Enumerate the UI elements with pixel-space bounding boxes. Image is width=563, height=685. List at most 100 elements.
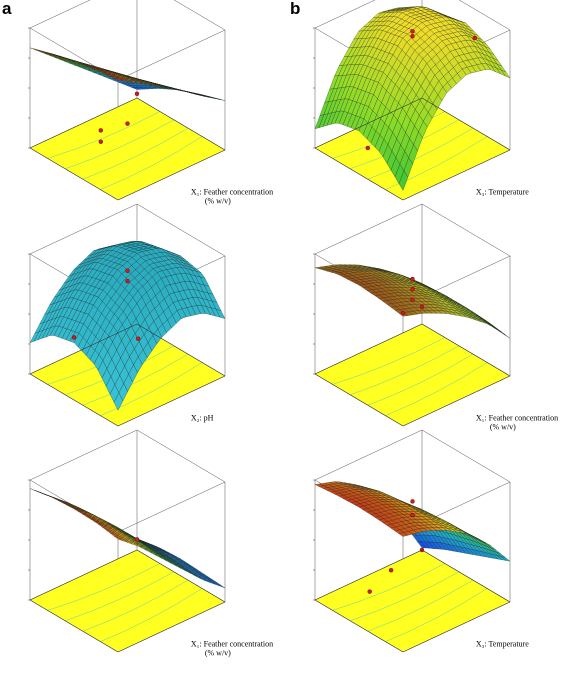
floor-edge [314,373,404,427]
design-point [125,268,130,273]
box-edge [421,203,511,257]
box-edge [458,0,511,31]
box-edge [29,203,138,255]
box-edge [136,429,226,483]
design-point [365,145,371,151]
design-point [125,121,130,126]
floor-edge [402,375,511,427]
box-edge [314,203,423,255]
floor-edge [117,149,226,201]
x-axis-label-unit: (% w/v) [205,197,231,206]
box-edge [117,481,226,533]
floor-edge [314,549,423,601]
design-point [71,335,77,340]
x-axis-label: X₁: Feather concentration (% w/v) [476,414,558,432]
floor-contour-line [82,579,189,632]
floor-contours [332,563,488,642]
z-ticks [313,253,315,375]
floor-contour-plane [314,323,511,427]
design-point [410,287,415,292]
surface-chart-1: X₁: Feather concentration (% w/v) [28,0,273,206]
design-point [472,35,478,41]
surface-cell [113,535,123,541]
floor-contour-line [100,588,203,642]
floor-contour-line [65,571,175,621]
box-front-edges [29,323,226,427]
z-ticks [313,27,315,149]
floor-contour-line [82,127,189,180]
design-point [134,537,140,542]
floor-edge [29,147,119,201]
floor-edge [29,97,138,149]
floor-contour-line [367,579,474,632]
x-axis-label-unit: (% w/v) [490,423,516,432]
x-axis-label: X₂: pH [191,414,214,423]
x-axis-label: X₁: Feather concentration (% w/v) [191,640,273,658]
surface-chart-4: X₁: Feather concentration (% w/v) [313,203,558,432]
design-point [98,128,104,133]
floor-edge [136,97,226,151]
floor-contour-line [385,588,488,642]
x-axis-label-unit: (% w/v) [205,649,231,658]
surface-cell [398,170,409,191]
floor-contour-plane [29,549,226,653]
floor-edge [117,601,226,653]
floor-edge [421,549,511,603]
design-point [410,499,415,504]
design-point [410,29,415,34]
panel-label-b: b [290,0,300,18]
floor-contour-line [385,362,488,416]
x-axis-label-line: X₁: Feather concentration [476,414,558,423]
floor-contour-line [350,571,460,621]
charts: X₁: Feather concentration (% w/v)X₃: Temp… [28,0,558,658]
floor-contour-line [82,353,189,406]
design-point [98,139,104,144]
design-point [410,276,415,282]
floor-edge [314,323,423,375]
surface-chart-2: X₃: Temperature [313,0,529,201]
response-surface [29,241,226,411]
surface-chart-3: X₂: pH [28,203,226,427]
z-ticks [28,253,30,375]
box-front-edges [314,97,511,201]
box-edge [421,429,511,483]
response-surface [314,264,511,339]
floor-edge [421,323,511,377]
surface-cell [398,532,409,537]
floor-contour-line [367,127,474,180]
floor-contour-line [65,119,175,169]
floor-contour-line [332,563,445,611]
floor-edge [117,375,226,427]
response-surface [314,481,511,562]
floor-edge [29,599,119,653]
z-ticks [313,479,315,601]
box-edge [173,0,226,31]
floor-edge [314,97,423,149]
design-point [134,91,140,97]
x-axis-label: X₁: Feather concentration (% w/v) [191,188,273,206]
design-point [125,278,130,284]
design-point [135,336,141,341]
floor-contour-line [100,136,203,190]
box-edge [117,29,226,81]
z-ticks [28,27,30,149]
design-point [400,310,406,316]
response-surface [29,47,226,101]
design-point [410,297,415,302]
design-point [419,304,425,310]
floor-contour-line [350,345,460,395]
x-axis-label: X₃: Temperature [476,188,529,197]
floor-contour-plane [29,97,226,201]
surface-cell [113,392,124,411]
floor-contour-plane [314,549,511,653]
floor-edge [314,599,404,653]
design-point [367,589,372,594]
floor-contour-line [47,111,160,159]
floor-edge [402,149,511,201]
response-surface [314,6,511,191]
floor-contours [47,563,203,642]
panel-label-a: a [2,0,12,18]
floor-edge [29,549,138,601]
x-axis-label-line: X₁: Feather concentration [191,640,273,649]
